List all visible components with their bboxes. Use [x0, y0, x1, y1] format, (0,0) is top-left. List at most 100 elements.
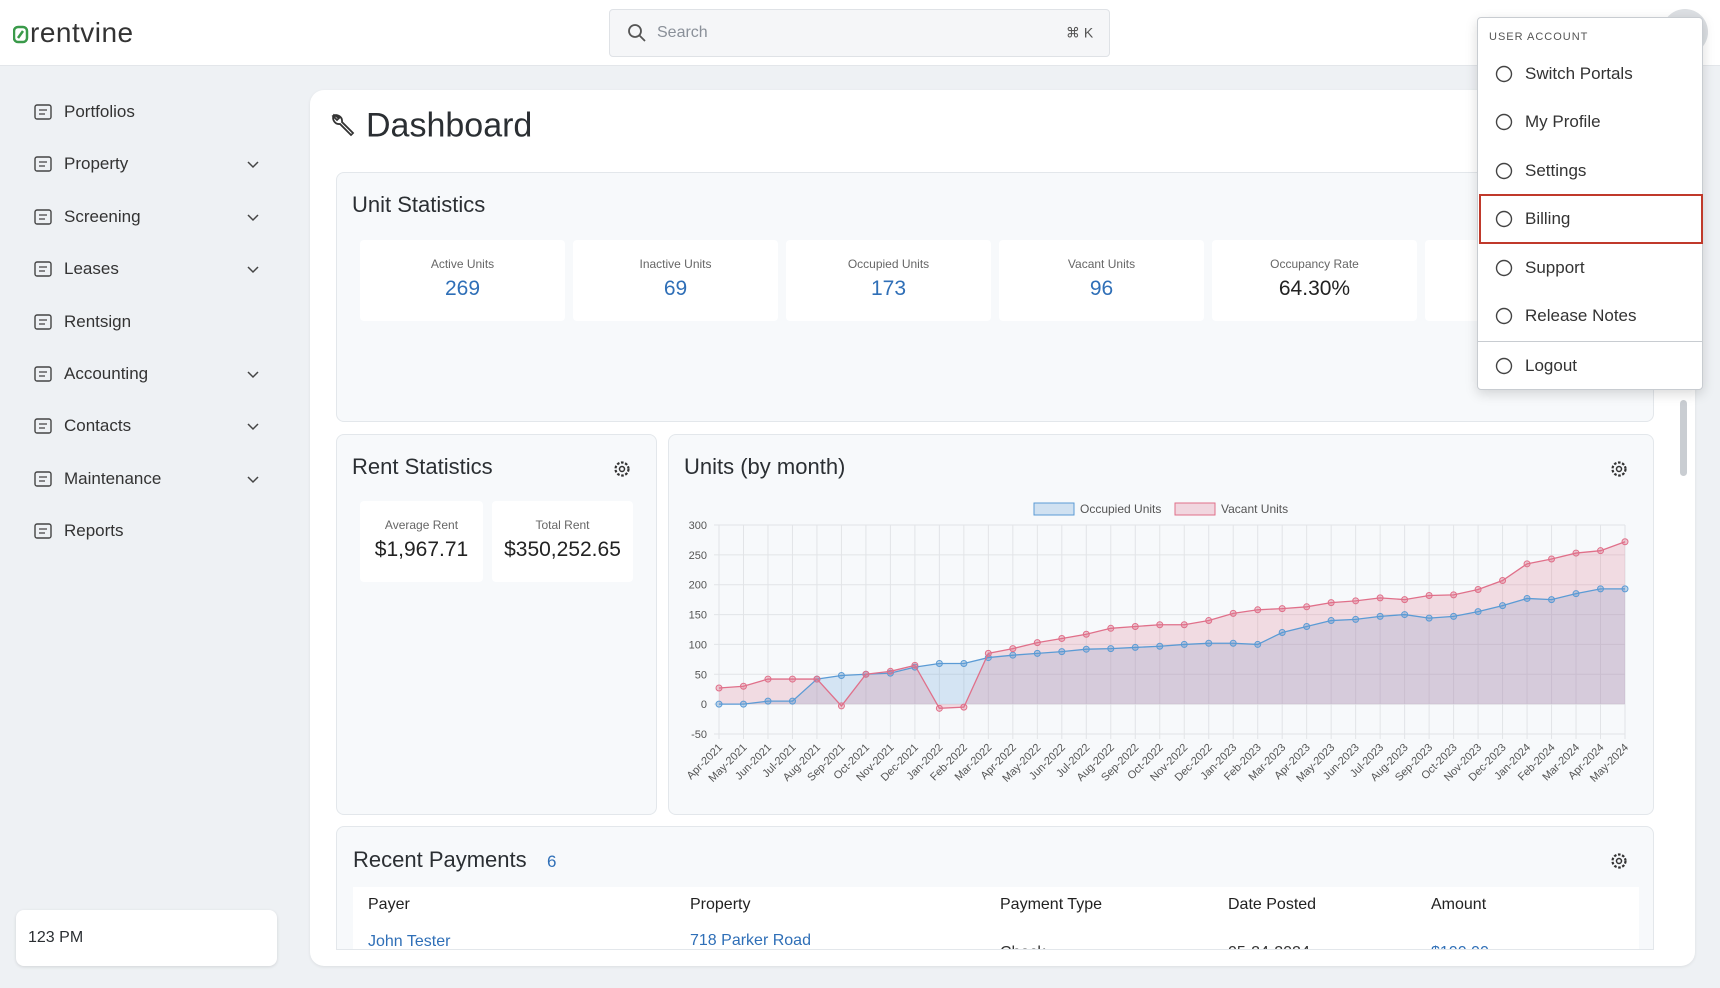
stat-value: 64.30% — [1278, 277, 1351, 300]
menu-item[interactable]: Logout — [1525, 356, 1577, 375]
scrollbar-thumb — [1680, 400, 1687, 476]
nav-item[interactable]: Portfolios — [64, 102, 135, 121]
data-point — [935, 660, 943, 668]
menu-icon-shape — [1495, 162, 1513, 179]
column-header: Payment Type — [1000, 896, 1102, 913]
data-point — [1278, 628, 1286, 636]
stat-value[interactable]: 69 — [663, 277, 688, 300]
nav-icon-shape — [34, 418, 52, 435]
stat-value[interactable]: 269 — [444, 277, 481, 300]
data-point — [1254, 640, 1262, 648]
logo[interactable]: rentvine — [30, 17, 134, 48]
data-point — [1597, 547, 1605, 555]
nav-icon-shape — [34, 366, 52, 382]
data-point — [1229, 609, 1237, 617]
column-header: Date Posted — [1228, 896, 1317, 913]
data-point — [1401, 596, 1409, 604]
nav-item[interactable]: Screening — [64, 206, 141, 226]
nav-icon — [34, 156, 52, 173]
legend-label: Occupied Units — [1080, 502, 1161, 516]
search-box[interactable] — [609, 9, 1110, 57]
recent-payments-card: Recent Payments 6 Payer Property Payment Typ… — [336, 826, 1654, 950]
data-point — [837, 671, 845, 679]
nav-item[interactable]: Reports — [64, 521, 124, 541]
data-point — [1009, 645, 1017, 653]
data-point — [1156, 642, 1164, 650]
data-point — [1180, 621, 1188, 629]
data-point — [1327, 599, 1335, 607]
nav-chevron[interactable] — [245, 366, 261, 382]
settings-gear[interactable] — [1609, 459, 1629, 479]
menu-icon — [1495, 259, 1513, 276]
settings-gear[interactable] — [612, 459, 632, 479]
nav-icon — [34, 523, 52, 539]
title-icon — [331, 113, 355, 137]
data-point — [1352, 615, 1360, 623]
stat-value[interactable]: 96 — [1089, 277, 1114, 300]
y-tick-label: 200 — [689, 580, 707, 592]
menu-item[interactable]: Settings — [1525, 160, 1587, 180]
nav-chevron[interactable] — [245, 418, 261, 434]
data-point — [1107, 624, 1115, 632]
stat-box — [786, 240, 991, 321]
sidebar-footer: 123 PM — [28, 929, 84, 946]
area-fill — [719, 588, 1625, 705]
data-point — [1621, 538, 1629, 546]
settings-gear[interactable] — [1609, 851, 1629, 871]
nav-item[interactable]: Accounting — [64, 364, 149, 383]
y-tick-label: -50 — [691, 729, 707, 741]
data-point — [935, 704, 943, 712]
menu-icon — [1495, 307, 1513, 325]
menu-item[interactable]: Support — [1525, 257, 1585, 277]
data-point — [1376, 594, 1384, 602]
table-cell[interactable]: John Tester — [368, 933, 451, 950]
y-tick-label: 300 — [689, 520, 707, 532]
nav-chevron[interactable] — [245, 156, 261, 172]
stat-value[interactable]: 173 — [870, 277, 907, 300]
nav-chevron[interactable] — [245, 471, 261, 487]
nav-icon-line — [39, 109, 47, 115]
nav-icon — [34, 261, 52, 277]
menu-item[interactable]: Billing — [1525, 209, 1571, 229]
stat-label: Vacant Units — [1067, 257, 1136, 271]
nav-icon-shape — [34, 156, 52, 173]
table-cell[interactable]: $100.00 — [1431, 944, 1489, 949]
search-icon — [628, 24, 646, 42]
nav-item[interactable]: Leases — [64, 259, 119, 279]
data-point — [1131, 623, 1139, 631]
data-point — [1033, 649, 1041, 657]
wrench — [331, 113, 355, 137]
menu-icon — [1495, 162, 1513, 179]
gear-hole — [1615, 857, 1623, 865]
legend-swatch — [1174, 502, 1216, 516]
nav-icon-shape — [34, 209, 52, 225]
data-point — [1254, 606, 1262, 614]
column-header: Amount — [1431, 896, 1487, 913]
data-point — [1425, 614, 1433, 622]
menu-item[interactable]: My Profile — [1525, 112, 1601, 132]
menu-item[interactable]: Release Notes — [1525, 306, 1637, 325]
data-point — [1572, 590, 1580, 598]
nav-item[interactable]: Property — [64, 154, 129, 174]
chevron-shape — [247, 214, 259, 221]
data-point — [984, 649, 992, 657]
y-tick-label: 150 — [689, 610, 707, 622]
nav-chevron[interactable] — [245, 261, 261, 277]
stat-box — [999, 240, 1204, 321]
stat-box — [492, 501, 633, 582]
menu-icon — [1495, 357, 1513, 375]
nav-item[interactable]: Contacts — [64, 416, 132, 436]
gear-hole — [1615, 465, 1623, 473]
menu-item[interactable]: Switch Portals — [1525, 64, 1633, 83]
table-cell[interactable]: 718 Parker Road — [690, 932, 811, 949]
stat-box — [573, 240, 778, 321]
rent-statistics-card — [336, 434, 657, 815]
menu-separator — [1478, 341, 1702, 342]
nav-item[interactable]: Maintenance — [64, 468, 162, 488]
stat-value: $1,967.71 — [374, 538, 469, 561]
nav-chevron[interactable] — [245, 209, 261, 225]
menu-icon-shape — [1495, 114, 1513, 131]
data-point — [1082, 645, 1090, 653]
nav-item[interactable]: Rentsign — [64, 311, 132, 331]
menu-icon-shape — [1495, 65, 1513, 83]
